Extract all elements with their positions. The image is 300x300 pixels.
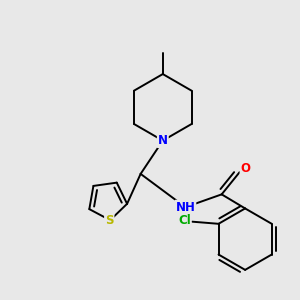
Text: O: O [241,162,250,175]
Text: NH: NH [176,201,195,214]
Text: Cl: Cl [178,214,191,227]
Text: S: S [105,214,113,227]
Text: N: N [158,134,168,147]
